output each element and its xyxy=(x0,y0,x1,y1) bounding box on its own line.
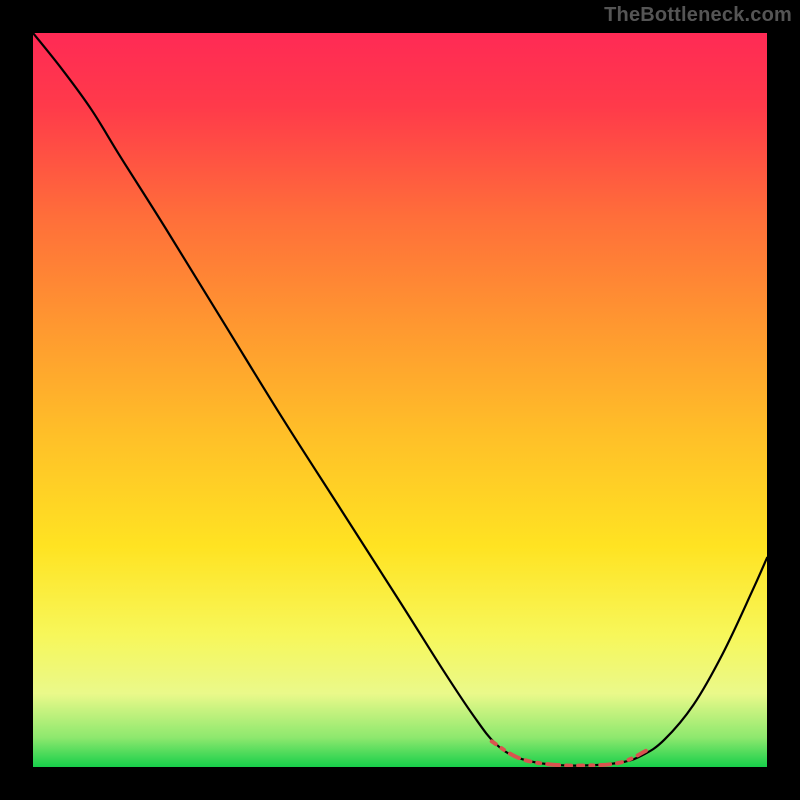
plot-background xyxy=(33,33,767,767)
plot-area xyxy=(33,33,767,767)
watermark-text: TheBottleneck.com xyxy=(604,4,792,27)
chart-canvas: TheBottleneck.com xyxy=(0,0,800,800)
